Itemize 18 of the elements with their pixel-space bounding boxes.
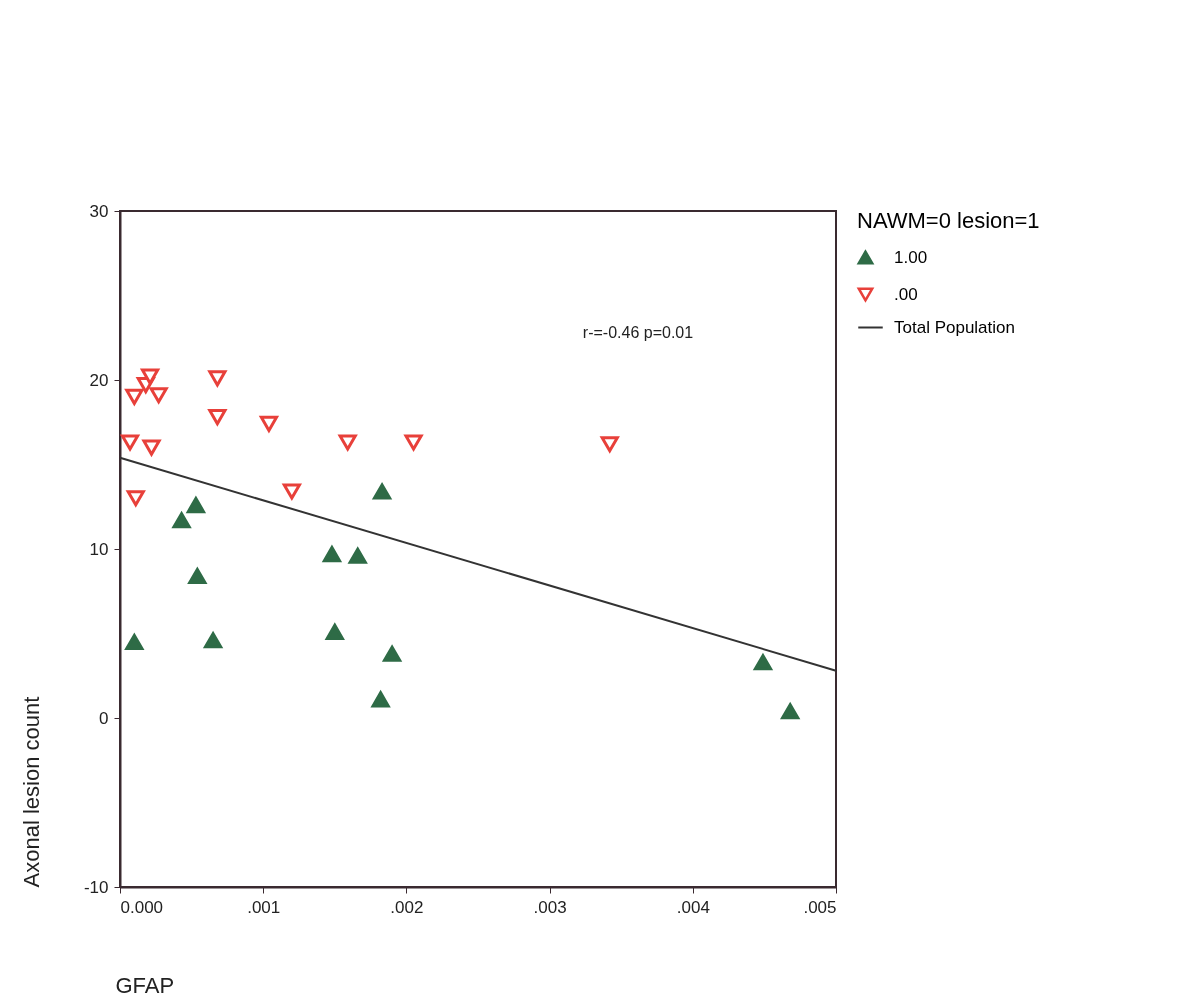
- x-tick-label: .002: [390, 897, 424, 917]
- x-tick-label: .004: [676, 897, 710, 917]
- y-tick-label: 30: [89, 201, 109, 221]
- x-tick-label: 0.000: [120, 897, 164, 917]
- legend-label: .00: [894, 284, 918, 304]
- x-tick-label: .003: [533, 897, 567, 917]
- x-axis-title: GFAP: [115, 972, 175, 997]
- legend-label: Total Population: [894, 317, 1015, 337]
- x-tick-label: .005: [803, 897, 837, 917]
- legend-label: 1.00: [894, 247, 928, 267]
- annotation: r-=-0.46 p=0.01: [582, 324, 694, 341]
- legend-title: NAWM=0 lesion=1: [857, 208, 1040, 233]
- y-axis-title: Axonal lesion count: [18, 696, 44, 888]
- y-tick-label: 20: [89, 370, 109, 390]
- y-tick-label: 10: [89, 539, 109, 559]
- y-tick-label: 0: [99, 708, 109, 728]
- x-tick-label: .001: [247, 897, 281, 917]
- y-tick-label: -10: [83, 877, 109, 897]
